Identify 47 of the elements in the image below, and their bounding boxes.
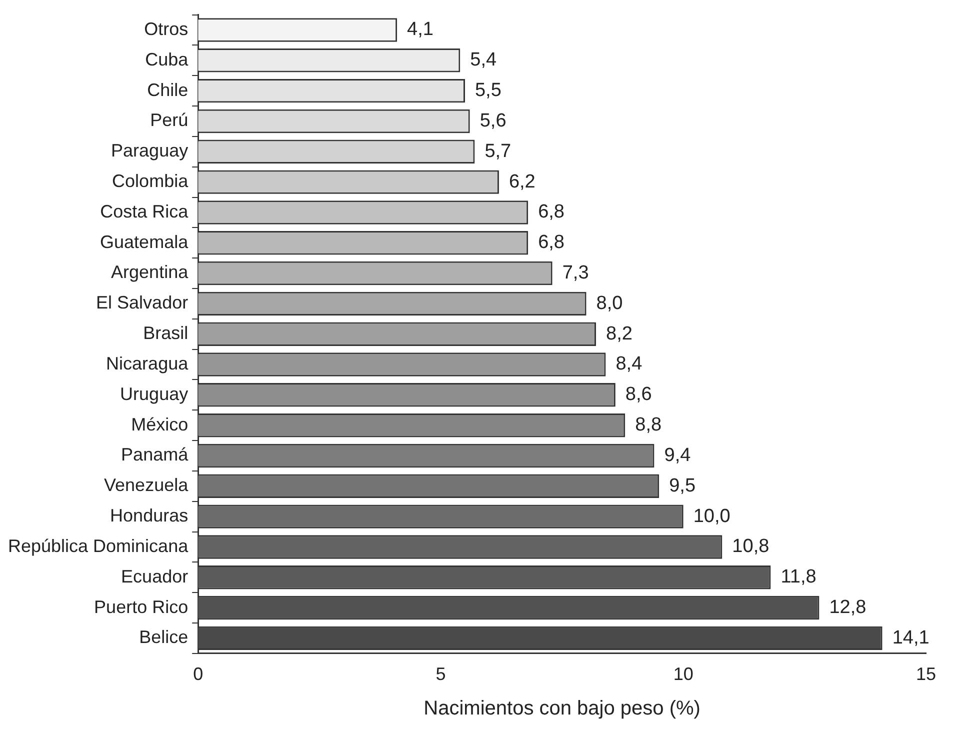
y-tick-label: Cuba xyxy=(145,49,190,70)
data-label: 10,0 xyxy=(693,506,730,527)
y-tick-label: Venezuela xyxy=(104,475,190,496)
y-tick-label: Honduras xyxy=(110,506,188,526)
y-tick-label: México xyxy=(131,414,188,434)
y-tick-label: Argentina xyxy=(111,262,190,282)
data-label: 8,6 xyxy=(625,384,652,406)
x-tick-label: 15 xyxy=(916,664,936,684)
data-label: 5,4 xyxy=(470,50,497,71)
x-tick-label: 10 xyxy=(673,664,694,684)
data-label: 5,6 xyxy=(480,110,506,132)
y-tick-label: Chile xyxy=(147,80,188,100)
y-tick-label: Brasil xyxy=(143,323,188,344)
y-tick-label: Guatemala xyxy=(100,232,190,252)
y-tick-label: Paraguay xyxy=(111,140,188,161)
data-label: 9,4 xyxy=(664,444,692,466)
data-label: 8,8 xyxy=(635,414,662,436)
y-tick-label: Costa Rica xyxy=(100,201,190,222)
y-tick-label: Colombia xyxy=(112,171,190,192)
x-tick-label: 5 xyxy=(436,664,446,684)
y-tick-label: Otros xyxy=(144,18,188,39)
data-label: 8,2 xyxy=(606,323,632,344)
y-tick-label: Panamá xyxy=(121,444,190,465)
data-label: 7,3 xyxy=(562,262,589,284)
y-tick-label: República Dominicana xyxy=(8,536,190,556)
data-label: 12,8 xyxy=(829,597,866,618)
data-label: 10,8 xyxy=(732,536,770,558)
data-label: 8,4 xyxy=(616,354,643,375)
y-tick-label: El Salvador xyxy=(96,292,188,313)
data-label: 5,5 xyxy=(474,80,502,102)
x-axis-title: Nacimientos con bajo peso (%) xyxy=(424,698,700,720)
data-label: 6,2 xyxy=(508,171,536,192)
data-label: 9,5 xyxy=(669,475,696,496)
data-label: 8,0 xyxy=(596,292,623,314)
y-tick-label: Belice xyxy=(139,627,188,648)
data-label: 4,1 xyxy=(407,19,434,40)
data-label: 5,7 xyxy=(484,140,512,162)
y-tick-label: Perú xyxy=(150,110,188,130)
data-label: 6,8 xyxy=(538,202,564,223)
data-label: 14,1 xyxy=(892,627,930,648)
y-tick-label: Puerto Rico xyxy=(94,596,188,617)
y-tick-label: Nicaragua xyxy=(106,353,190,374)
y-tick-label: Uruguay xyxy=(120,384,188,404)
data-label: 6,8 xyxy=(538,232,564,254)
x-tick-label: 0 xyxy=(193,664,204,684)
data-label: 11,8 xyxy=(780,566,816,588)
y-tick-label: Ecuador xyxy=(121,566,188,586)
